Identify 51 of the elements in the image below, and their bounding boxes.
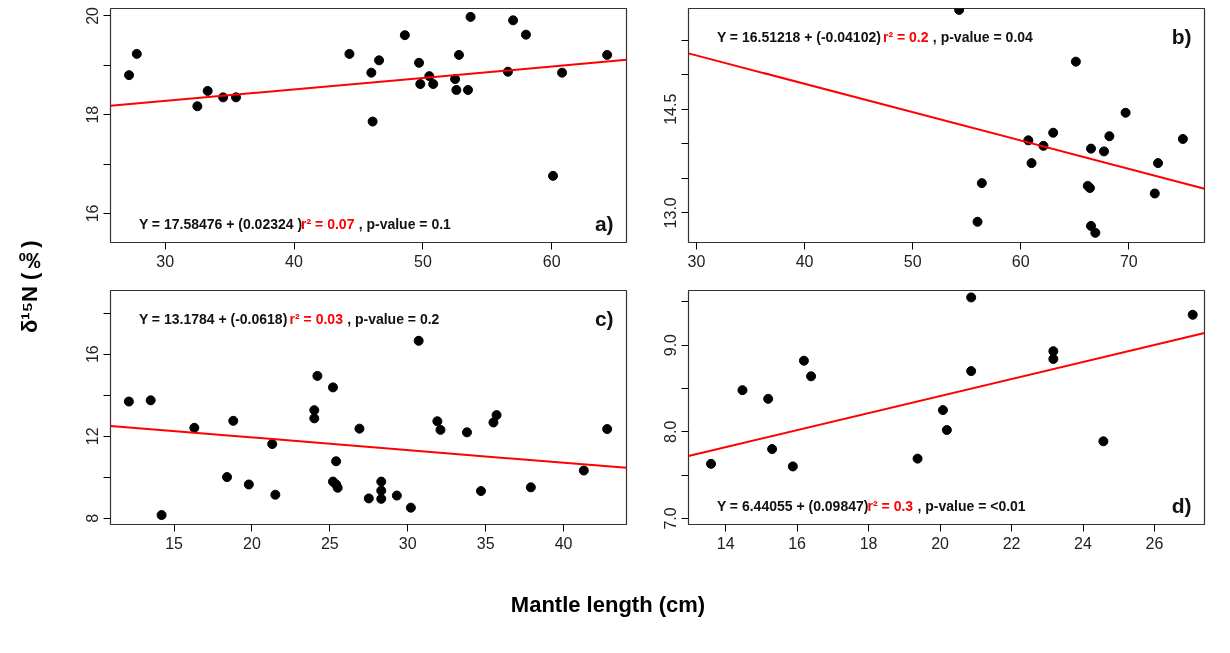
annotation: r² = 0.07 [301,215,355,232]
x-tick-label: 40 [795,252,814,270]
x-axis-title: Mantle length (cm) [510,591,706,619]
y-tick-label: 8 [84,513,102,523]
x-tick-label: 40 [285,252,304,270]
annotation: r² = 0.2 [883,28,929,45]
x-tick-label: 30 [398,534,417,552]
annotation: Y = 13.1784 + (-0.0618) [138,310,288,327]
x-tick-label: 24 [1074,534,1092,552]
annotation: c) [594,307,614,331]
y-tick-label: 16 [84,204,102,223]
x-tick-label: 15 [165,534,184,552]
x-tick-label: 20 [931,534,950,552]
annotation: Y = 17.58476 + (0.02324 ) [138,215,303,232]
x-tick-label: 25 [320,534,339,552]
x-tick-label: 22 [1002,534,1021,552]
y-tick-label: 12 [84,427,102,446]
x-tick-label: 30 [687,252,706,270]
y-tick-label: 7.0 [662,507,680,530]
x-tick-label: 50 [903,252,922,270]
x-tick-label: 60 [1011,252,1030,270]
y-tick-label: 9.0 [662,333,680,357]
annotation: Y = 6.44055 + (0.09847) [716,497,869,514]
y-tick-label: 18 [84,105,102,124]
x-tick-label: 40 [554,534,573,552]
x-tick-label: 70 [1119,252,1138,270]
annotation: d) [1171,494,1192,518]
annotation: r² = 0.3 [867,497,914,514]
x-tick-label: 35 [476,534,495,552]
y-tick-label: 20 [84,6,102,25]
x-tick-label: 14 [716,534,735,552]
y-axis-title: δ¹⁵N (‰) [16,240,44,334]
annotation: Y = 16.51218 + (-0.04102) [716,28,881,45]
y-tick-label: 14.5 [662,93,680,125]
annotation: , p-value = <0.01 [917,497,1026,514]
x-tick-label: 20 [243,534,261,552]
x-tick-label: 60 [542,252,561,270]
y-tick-label: 13.0 [662,197,680,229]
y-tick-label: 16 [84,345,102,364]
x-tick-label: 16 [788,534,807,552]
x-tick-label: 26 [1145,534,1164,552]
annotation: a) [594,212,614,236]
annotation: , p-value = 0.1 [358,215,452,232]
annotation: , p-value = 0.04 [932,28,1034,45]
x-tick-label: 18 [859,534,878,552]
annotation: b) [1171,25,1192,49]
x-tick-label: 50 [413,252,432,270]
x-tick-label: 30 [156,252,175,270]
annotation: , p-value = 0.2 [347,310,440,327]
y-tick-label: 8.0 [662,420,680,443]
annotation: r² = 0.03 [289,310,344,327]
